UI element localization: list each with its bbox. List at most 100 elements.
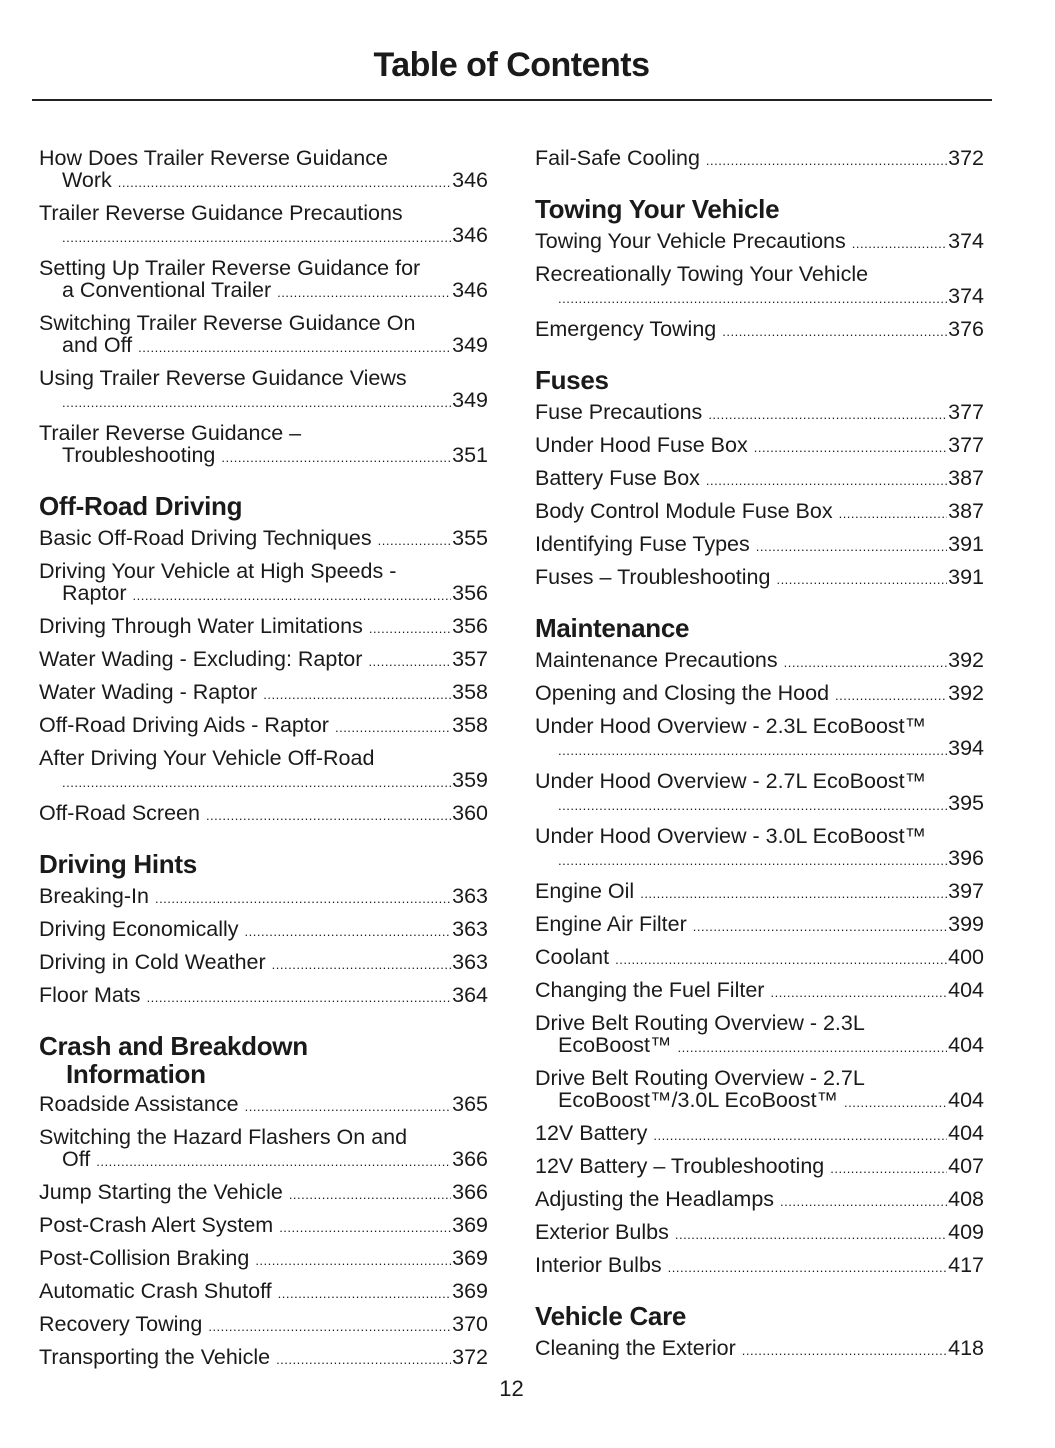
section-heading: Maintenance (535, 613, 984, 643)
toc-entry-title: How Does Trailer Reverse Guidance (39, 146, 388, 170)
toc-entry-page: 417 (948, 1253, 984, 1277)
toc-entry[interactable]: Fuse Precautions 377 (535, 401, 984, 426)
toc-entry-title: Exterior Bulbs (535, 1220, 669, 1244)
toc-entry[interactable]: Transporting the Vehicle 372 (39, 1346, 488, 1371)
toc-entry-page: 408 (948, 1187, 984, 1211)
toc-entry-line: 12V Battery – Troubleshooting 407 (535, 1155, 984, 1180)
toc-entry[interactable]: Post-Collision Braking 369 (39, 1247, 488, 1272)
toc-entry[interactable]: Drive Belt Routing Overview - 2.3L EcoBoo… (535, 1012, 984, 1059)
toc-entry[interactable]: Under Hood Fuse Box 377 (535, 434, 984, 459)
toc-entry[interactable]: Engine Air Filter 399 (535, 913, 984, 938)
toc-entry[interactable]: 12V Battery 404 (535, 1122, 984, 1147)
toc-entry[interactable]: Under Hood Overview - 3.0L EcoBoost™ 396 (535, 825, 984, 872)
toc-entry-title: Drive Belt Routing Overview - 2.7L (535, 1066, 865, 1090)
toc-entry[interactable]: 12V Battery – Troubleshooting 407 (535, 1155, 984, 1180)
toc-entry-page: 407 (948, 1154, 984, 1178)
toc-entry-title: Driving Economically (39, 917, 239, 941)
dot-leader (369, 615, 451, 640)
toc-entry-line: 374 (535, 285, 984, 310)
dot-leader (558, 285, 947, 310)
toc-entry-page: 372 (948, 146, 984, 170)
toc-entry[interactable]: Battery Fuse Box 387 (535, 467, 984, 492)
dot-leader (263, 681, 451, 706)
toc-entry[interactable]: Roadside Assistance 365 (39, 1093, 488, 1118)
toc-entry[interactable]: Driving in Cold Weather 363 (39, 951, 488, 976)
toc-entry[interactable]: Driving Your Vehicle at High Speeds - Rap… (39, 560, 488, 607)
toc-entry-line: 394 (535, 737, 984, 762)
toc-entry-title: Water Wading - Excluding: Raptor (39, 647, 363, 671)
toc-entry[interactable]: Changing the Fuel Filter 404 (535, 979, 984, 1004)
dot-leader (756, 533, 947, 558)
toc-entry-page: 377 (948, 433, 984, 457)
dot-leader (678, 1034, 948, 1059)
toc-entry-title-continuation: EcoBoost™ (558, 1033, 672, 1057)
toc-entry[interactable]: Water Wading - Raptor 358 (39, 681, 488, 706)
toc-entry-title-continuation: Work (62, 168, 112, 192)
toc-entry-page: 370 (452, 1312, 488, 1336)
toc-entry[interactable]: Exterior Bulbs 409 (535, 1221, 984, 1246)
section-heading-text: Driving Hints (39, 849, 197, 879)
toc-entry[interactable]: Driving Economically 363 (39, 918, 488, 943)
toc-entry[interactable]: Opening and Closing the Hood 392 (535, 682, 984, 707)
toc-entry[interactable]: Floor Mats 364 (39, 984, 488, 1009)
toc-entry-line: Post-Crash Alert System 369 (39, 1214, 488, 1239)
toc-entry[interactable]: Off-Road Driving Aids - Raptor 358 (39, 714, 488, 739)
toc-entry-line: Work 346 (39, 169, 488, 194)
dot-leader (615, 946, 947, 971)
toc-entry[interactable]: Interior Bulbs 417 (535, 1254, 984, 1279)
toc-entry[interactable]: Recovery Towing 370 (39, 1313, 488, 1338)
toc-entry[interactable]: Water Wading - Excluding: Raptor 357 (39, 648, 488, 673)
dot-leader (835, 682, 947, 707)
toc-entry[interactable]: Identifying Fuse Types 391 (535, 533, 984, 558)
toc-entry[interactable]: Under Hood Overview - 2.3L EcoBoost™ 394 (535, 715, 984, 762)
toc-entry[interactable]: Trailer Reverse Guidance Precautions 346 (39, 202, 488, 249)
toc-entry-line: Coolant 400 (535, 946, 984, 971)
dot-leader (155, 885, 451, 910)
toc-entry[interactable]: Driving Through Water Limitations 356 (39, 615, 488, 640)
toc-entry[interactable]: Maintenance Precautions 392 (535, 649, 984, 674)
toc-entry-page: 418 (948, 1336, 984, 1360)
toc-entry[interactable]: Emergency Towing 376 (535, 318, 984, 343)
toc-entry[interactable]: Drive Belt Routing Overview - 2.7L EcoBoo… (535, 1067, 984, 1114)
toc-entry[interactable]: Fail-Safe Cooling 372 (535, 147, 984, 172)
toc-entry[interactable]: Basic Off-Road Driving Techniques 355 (39, 527, 488, 552)
toc-entry[interactable]: Cleaning the Exterior 418 (535, 1337, 984, 1362)
toc-entry[interactable]: Coolant 400 (535, 946, 984, 971)
toc-entry[interactable]: Setting Up Trailer Reverse Guidance for a… (39, 257, 488, 304)
toc-entry-line: Battery Fuse Box 387 (535, 467, 984, 492)
toc-entry[interactable]: Trailer Reverse Guidance – Troubleshootin… (39, 422, 488, 469)
toc-entry[interactable]: Body Control Module Fuse Box 387 (535, 500, 984, 525)
toc-entry[interactable]: Breaking-In 363 (39, 885, 488, 910)
toc-entry-line: Off-Road Screen 360 (39, 802, 488, 827)
toc-entry[interactable]: Switching Trailer Reverse Guidance On and… (39, 312, 488, 359)
toc-entry[interactable]: Towing Your Vehicle Precautions 374 (535, 230, 984, 255)
dot-leader (780, 1188, 947, 1213)
toc-entry-title: Coolant (535, 945, 610, 969)
dot-leader (138, 334, 451, 359)
toc-entry-page: 399 (948, 912, 984, 936)
toc-entry[interactable]: Automatic Crash Shutoff 369 (39, 1280, 488, 1305)
toc-entry[interactable]: Off-Road Screen 360 (39, 802, 488, 827)
toc-entry-title: Recovery Towing (39, 1312, 203, 1336)
toc-entry-title: Switching Trailer Reverse Guidance On (39, 311, 416, 335)
toc-entry[interactable]: Jump Starting the Vehicle 366 (39, 1181, 488, 1206)
toc-entry[interactable]: Post-Crash Alert System 369 (39, 1214, 488, 1239)
toc-entry[interactable]: Using Trailer Reverse Guidance Views 349 (39, 367, 488, 414)
toc-entry-title: Body Control Module Fuse Box (535, 499, 833, 523)
toc-entry-page: 356 (452, 614, 488, 638)
toc-entry[interactable]: Fuses – Troubleshooting 391 (535, 566, 984, 591)
toc-entry-page: 363 (452, 917, 488, 941)
toc-entry[interactable]: After Driving Your Vehicle Off-Road 359 (39, 747, 488, 794)
toc-entry[interactable]: Under Hood Overview - 2.7L EcoBoost™ 395 (535, 770, 984, 817)
toc-entry[interactable]: Recreationally Towing Your Vehicle 374 (535, 263, 984, 310)
dot-leader (708, 401, 947, 426)
toc-entry[interactable]: Adjusting the Headlamps 408 (535, 1188, 984, 1213)
toc-entry-line: Trailer Reverse Guidance Precautions (39, 202, 488, 224)
toc-entry-line: Changing the Fuel Filter 404 (535, 979, 984, 1004)
toc-entry-line: Off-Road Driving Aids - Raptor 358 (39, 714, 488, 739)
toc-entry[interactable]: Engine Oil 397 (535, 880, 984, 905)
toc-entry-line: Water Wading - Raptor 358 (39, 681, 488, 706)
toc-entry-line: Raptor 356 (39, 582, 488, 607)
